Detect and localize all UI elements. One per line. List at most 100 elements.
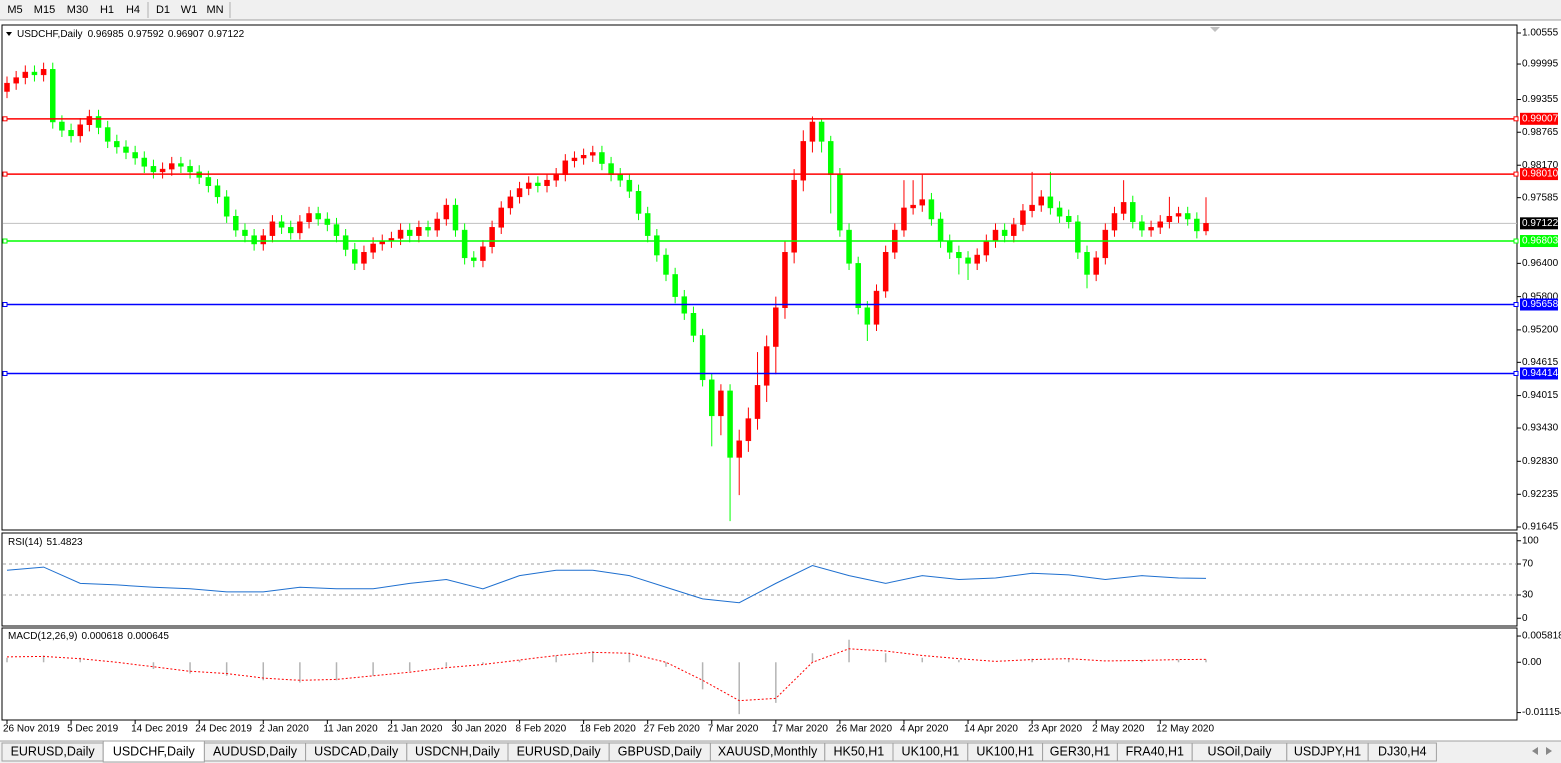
level-handle	[2, 116, 8, 122]
chart-tab[interactable]: XAUUSD,Monthly	[709, 742, 826, 762]
candle-body	[306, 213, 312, 223]
chart-tab[interactable]: USDCNH,Daily	[406, 742, 509, 762]
y-tick-label: 0	[1522, 613, 1528, 624]
candle-body	[352, 249, 358, 264]
chart-tab[interactable]: AUDUSD,Daily	[203, 742, 307, 762]
tab-label[interactable]: DJ30,H4	[1378, 744, 1427, 758]
tab-label[interactable]: HK50,H1	[834, 744, 885, 758]
candle-body	[1029, 204, 1035, 211]
candle-body	[22, 71, 29, 78]
candle-body	[233, 215, 239, 231]
x-tick-label: 30 Jan 2020	[451, 724, 506, 735]
timeframe-button[interactable]: M15	[34, 4, 55, 16]
tab-scroll-left[interactable]	[1532, 747, 1538, 755]
macd-main-value: 0.000618	[81, 631, 123, 642]
candle-body	[1084, 252, 1090, 275]
candle-body	[77, 124, 83, 137]
chart-tab[interactable]: GBPUSD,Daily	[608, 742, 711, 762]
y-tick-label: 70	[1522, 559, 1534, 570]
candle-body	[553, 174, 559, 181]
timeframe-label: M5	[7, 4, 22, 16]
y-tick-label: 0.97585	[1522, 192, 1559, 203]
tab-label[interactable]: AUDUSD,Daily	[213, 744, 298, 758]
candle-body	[13, 77, 19, 84]
candle-body	[159, 168, 166, 173]
x-tick-label: 2 May 2020	[1092, 724, 1145, 735]
candle-body	[516, 188, 523, 198]
candle-body	[315, 213, 321, 220]
candle-body	[223, 196, 230, 217]
tab-label[interactable]: USDCNH,Daily	[415, 744, 500, 758]
chart-tab[interactable]: USDJPY,H1	[1286, 742, 1369, 762]
tab-label[interactable]: USDCAD,Daily	[314, 744, 399, 758]
tab-label[interactable]: UK100,H1	[976, 744, 1034, 758]
candle-body	[910, 204, 916, 209]
chart-tab[interactable]: EURUSD,Daily	[507, 742, 610, 762]
level-handle	[2, 171, 8, 177]
candle-body	[297, 221, 303, 234]
tab-label[interactable]: EURUSD,Daily	[517, 744, 602, 758]
tab-label[interactable]: XAUUSD,Monthly	[718, 744, 818, 758]
candle-body	[123, 146, 129, 153]
macd-signal	[6, 648, 1207, 702]
candle-body	[342, 235, 349, 250]
tab-label[interactable]: USDCHF,Daily	[113, 744, 196, 758]
y-tick-label: 0.91645	[1522, 522, 1559, 533]
candle-body	[901, 207, 907, 231]
candle-body	[40, 69, 47, 76]
tab-label[interactable]: GER30,H1	[1050, 744, 1110, 758]
candle-body	[1203, 223, 1209, 232]
candle-body	[827, 141, 834, 175]
timeframe-button[interactable]: MN	[206, 4, 223, 16]
candle-body	[1075, 221, 1081, 253]
timeframe-button[interactable]: M30	[67, 4, 88, 16]
current-price-box	[1520, 217, 1558, 230]
timeframe-button[interactable]: H1	[100, 4, 114, 16]
level-label-bg	[1520, 168, 1558, 181]
candle-body	[178, 163, 184, 167]
level-label: 0.96803	[1522, 236, 1559, 247]
candle-body	[782, 252, 788, 308]
chart-tab[interactable]: GER30,H1	[1042, 742, 1118, 762]
chart-tab[interactable]: EURUSD,Daily	[1, 742, 104, 762]
timeframe-button[interactable]: W1	[181, 4, 198, 16]
timeframe-button[interactable]: M5	[7, 4, 22, 16]
chart-tab[interactable]: FRA40,H1	[1116, 742, 1193, 762]
chart-tab[interactable]: UK100,H1	[892, 742, 969, 762]
level-handle	[1513, 171, 1519, 177]
tab-label[interactable]: USOil,Daily	[1208, 744, 1273, 758]
tab-bg[interactable]	[1367, 742, 1437, 762]
tab-label[interactable]: USDJPY,H1	[1294, 744, 1361, 758]
y-tick-label: 0.92235	[1522, 489, 1559, 500]
timeframe-label: M15	[34, 4, 55, 16]
chart-tab[interactable]: USDCAD,Daily	[305, 742, 408, 762]
tab-scroll-right[interactable]	[1546, 747, 1552, 755]
candle-body	[599, 152, 605, 164]
candle-body	[114, 141, 120, 148]
tab-label[interactable]: UK100,H1	[902, 744, 960, 758]
chart-tab[interactable]: UK100,H1	[967, 742, 1044, 762]
candle-body	[837, 174, 843, 231]
y-tick-label: 0.95200	[1522, 325, 1559, 336]
y-tick-label: 0.98170	[1522, 160, 1559, 171]
timeframe-button[interactable]: H4	[126, 4, 140, 16]
tab-label[interactable]: EURUSD,Daily	[11, 744, 96, 758]
level-label-bg	[1520, 298, 1558, 311]
candle-body	[644, 213, 651, 236]
y-tick-label: 0.95800	[1522, 291, 1559, 302]
timeframe-button[interactable]: D1	[156, 4, 170, 16]
tab-label[interactable]: FRA40,H1	[1126, 744, 1184, 758]
candle-body	[31, 71, 38, 76]
level-label-bg	[1520, 367, 1558, 380]
chart-tab[interactable]: HK50,H1	[824, 742, 894, 762]
level-label: 0.94414	[1522, 368, 1559, 379]
level-label-bg	[1520, 235, 1558, 248]
candle-body	[626, 179, 633, 192]
tab-label[interactable]: GBPUSD,Daily	[618, 744, 703, 758]
symbol: USDCHF,Daily	[17, 29, 83, 40]
y-tick-label: 0.00	[1522, 657, 1542, 668]
chart-tab[interactable]: USDCHF,Daily	[102, 740, 205, 763]
chart-tab[interactable]: USOil,Daily	[1191, 742, 1288, 762]
chart-tab[interactable]: DJ30,H4	[1367, 742, 1437, 762]
